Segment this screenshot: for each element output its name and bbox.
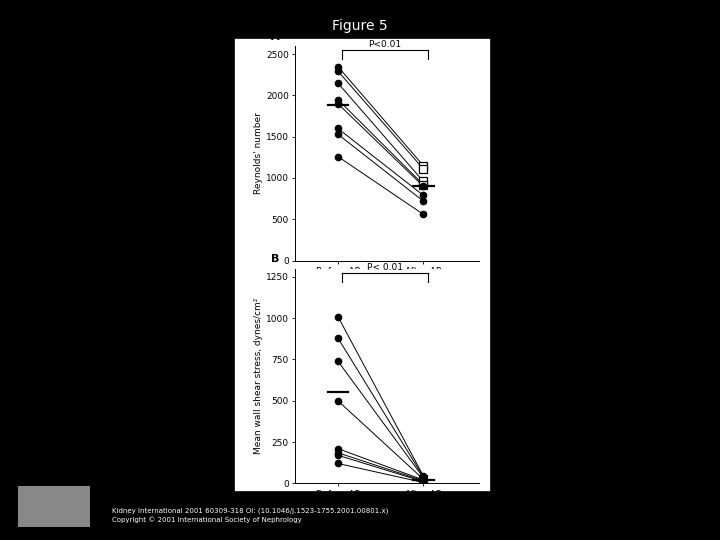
Text: A: A (271, 32, 280, 42)
Text: P< 0.01: P< 0.01 (367, 263, 403, 272)
Text: B: B (271, 254, 279, 265)
Text: Figure 5: Figure 5 (332, 19, 388, 33)
Text: Kidney International 2001 60309-318 OI: (10.1046/j.1523-1755.2001.00801.x): Kidney International 2001 60309-318 OI: … (112, 508, 388, 514)
Text: Copyright © 2001 International Society of Nephrology: Copyright © 2001 International Society o… (112, 516, 302, 523)
Y-axis label: Mean wall shear stress, dynes/cm²: Mean wall shear stress, dynes/cm² (254, 298, 264, 454)
Y-axis label: Reynolds' number: Reynolds' number (254, 112, 264, 194)
Text: P<0.01: P<0.01 (369, 40, 402, 49)
